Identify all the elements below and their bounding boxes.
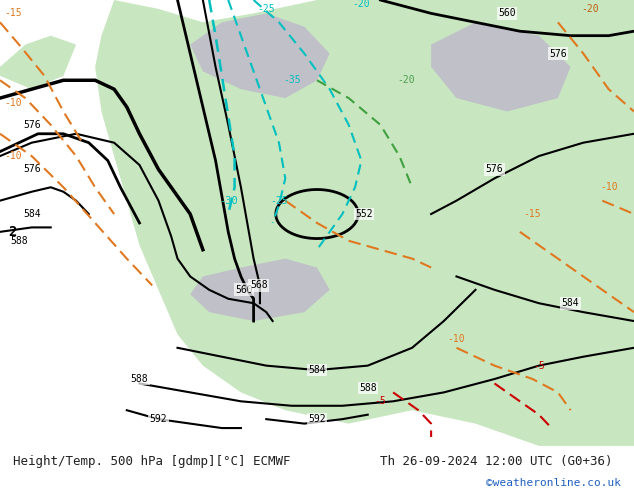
Text: -10: -10: [600, 182, 618, 192]
Text: 592: 592: [308, 414, 326, 424]
Polygon shape: [190, 259, 330, 321]
Polygon shape: [190, 13, 330, 98]
Text: 568: 568: [250, 280, 268, 291]
Text: 560: 560: [235, 285, 253, 295]
Polygon shape: [444, 125, 634, 303]
Text: 588: 588: [10, 236, 28, 246]
Text: 588: 588: [359, 383, 377, 393]
Text: -20: -20: [397, 75, 415, 85]
Text: ©weatheronline.co.uk: ©weatheronline.co.uk: [486, 478, 621, 489]
Text: -20: -20: [353, 0, 370, 9]
Text: 584: 584: [308, 365, 326, 375]
Polygon shape: [0, 36, 76, 89]
Text: 576: 576: [486, 165, 503, 174]
Text: 560: 560: [498, 8, 516, 19]
Text: -10: -10: [4, 151, 22, 161]
Text: 576: 576: [549, 49, 567, 58]
Text: 552: 552: [355, 209, 373, 219]
Text: -25: -25: [257, 4, 275, 14]
Text: -25: -25: [270, 196, 288, 206]
Text: 584: 584: [23, 209, 41, 219]
Text: -10: -10: [448, 334, 465, 344]
Text: -15: -15: [524, 209, 541, 219]
Text: Height/Temp. 500 hPa [gdmp][°C] ECMWF: Height/Temp. 500 hPa [gdmp][°C] ECMWF: [13, 455, 290, 468]
Text: -20: -20: [581, 4, 598, 14]
Text: -30: -30: [219, 196, 238, 206]
Text: -35: -35: [283, 75, 301, 85]
Text: 584: 584: [562, 298, 579, 308]
Text: 588: 588: [131, 374, 148, 384]
Text: 576: 576: [23, 120, 41, 130]
Polygon shape: [95, 0, 634, 446]
Text: 2: 2: [8, 225, 17, 239]
Text: -15: -15: [4, 8, 22, 19]
Text: -10: -10: [4, 98, 22, 108]
Text: 592: 592: [150, 414, 167, 424]
Text: -5: -5: [533, 361, 545, 370]
Text: 576: 576: [23, 165, 41, 174]
Text: -5: -5: [375, 396, 386, 406]
Polygon shape: [431, 22, 571, 112]
Text: Th 26-09-2024 12:00 UTC (G0+36): Th 26-09-2024 12:00 UTC (G0+36): [380, 455, 613, 468]
